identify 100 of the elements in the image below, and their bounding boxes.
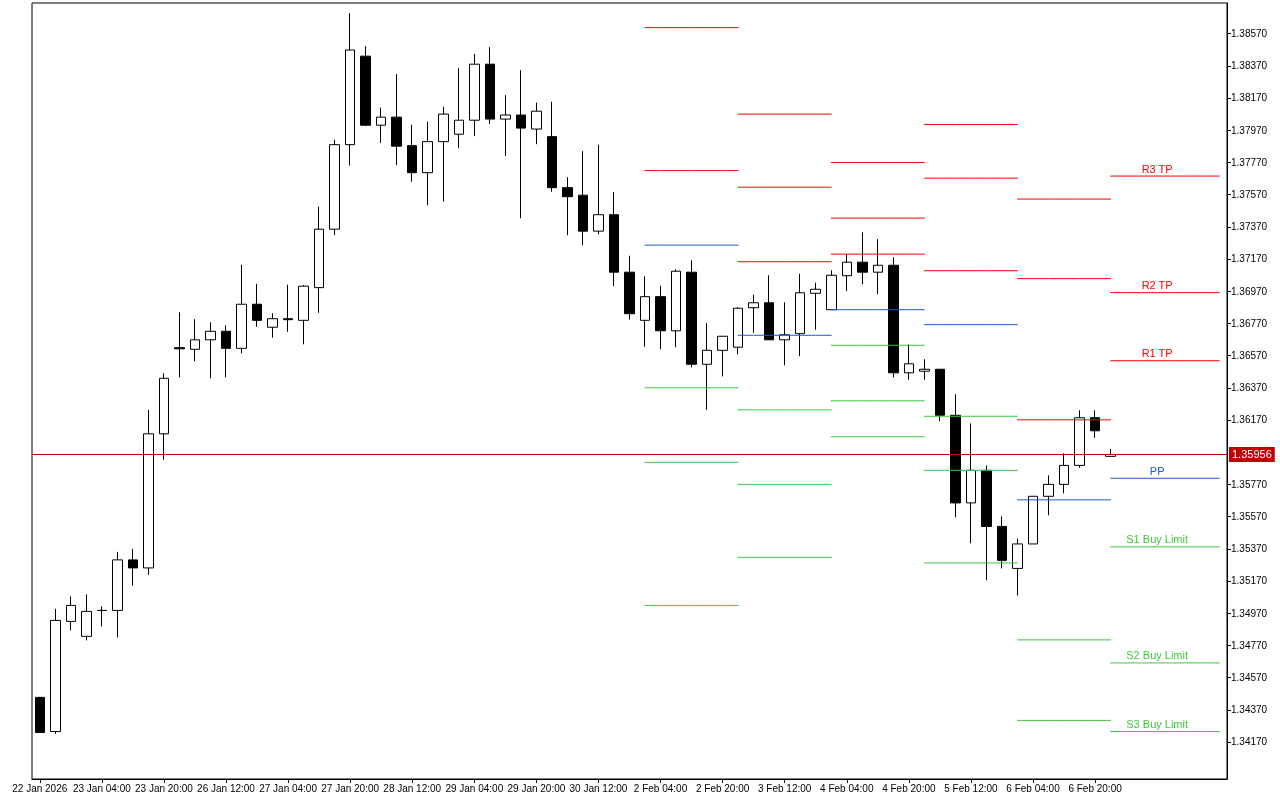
x-tick-label: 29 Jan 04:00 [445,782,504,794]
y-tick-label: 1.37970 [1231,124,1268,136]
ref-line-label: 1.35956 [1232,448,1272,461]
candlestick [1043,474,1054,516]
y-tick-label: 1.34570 [1231,672,1268,684]
candlestick [826,269,837,311]
y-tick-label: 1.38370 [1231,60,1268,72]
candlestick [547,101,557,193]
candlestick [593,144,604,235]
x-tick-label: 4 Feb 04:00 [820,782,874,794]
x-tick-label: 6 Feb 04:00 [1006,782,1061,794]
candlestick [391,73,402,166]
y-tick-label: 1.35170 [1231,575,1268,587]
candlestick [702,322,712,411]
candlestick [329,139,340,236]
candlestick [205,321,216,379]
candlestick [842,253,852,292]
x-tick-label: 2 Feb 04:00 [633,782,688,794]
y-tick-label: 1.36170 [1231,414,1268,426]
x-tick-label: 28 Jan 12:00 [383,782,442,794]
series-label: S1 Buy Limit [1126,533,1189,546]
candlestick [298,284,309,345]
y-tick-label: 1.34370 [1231,704,1268,716]
candlestick [128,548,138,587]
series-label: S3 Buy Limit [1126,718,1189,731]
candlestick [267,312,278,339]
candlestick [795,273,805,357]
candlestick [686,259,697,368]
x-tick-label: 5 Feb 12:00 [944,782,999,794]
candlestick [531,102,542,145]
candlestick [748,294,759,334]
candlestick [624,255,635,321]
candlestick [655,285,666,350]
x-tick-label: 2 Feb 20:00 [695,782,750,794]
candlestick [66,595,76,631]
series-label: R2 TP [1141,279,1173,292]
series-label: R3 TP [1141,162,1173,175]
y-tick-label: 1.36370 [1231,382,1268,394]
x-tick-label: 27 Jan 20:00 [321,782,380,794]
candlestick [733,306,743,355]
y-tick-label: 1.37770 [1231,156,1268,168]
candlestick [1090,409,1100,439]
candlestick [981,464,992,581]
candlestick [485,46,495,125]
candlestick [516,69,526,219]
candlestick [779,301,790,366]
candlestick [500,94,511,157]
candlestick [764,274,774,341]
candlestick [640,275,650,348]
candlestick [81,593,92,641]
y-tick-label: 1.35370 [1231,543,1268,555]
candlestick [422,121,433,206]
candlestick [97,605,107,627]
candlestick [438,106,449,203]
y-tick-label: 1.36770 [1231,317,1268,329]
x-tick-label: 4 Feb 20:00 [882,782,936,794]
candlestick [671,268,681,348]
y-tick-label: 1.38570 [1231,28,1268,40]
candlestick [919,358,930,381]
candlestick [360,45,371,127]
x-tick-label: 27 Jan 04:00 [259,782,318,794]
y-tick-label: 1.34770 [1231,639,1268,651]
candlestick [966,422,976,544]
candlestick [857,231,868,285]
y-tick-label: 1.36570 [1231,350,1268,362]
y-tick-label: 1.36970 [1231,285,1268,297]
candlestick [562,176,573,236]
candlestick [873,238,883,295]
candlestick [314,206,324,314]
y-tick-label: 1.38170 [1231,92,1268,104]
y-tick-label: 1.37570 [1231,189,1268,201]
candlestick [717,335,728,377]
y-tick-label: 1.35770 [1231,478,1268,490]
candlestick [997,515,1007,569]
candlestick [236,264,247,354]
candlestick [1059,452,1069,494]
candlestick [950,393,961,518]
y-tick-label: 1.34170 [1231,736,1268,748]
candlestick [112,551,123,638]
y-tick-label: 1.37370 [1231,221,1268,233]
series-label: PP [1149,464,1165,477]
candlestick [407,124,417,183]
y-tick-label: 1.37170 [1231,253,1268,265]
candlestick [1028,495,1038,545]
candlestick [221,324,231,378]
candlestick [578,150,588,246]
candlestick [50,608,61,735]
candlestick [35,696,45,734]
candlestick [609,191,619,287]
x-tick-label: 23 Jan 20:00 [135,782,194,794]
x-tick-label: 30 Jan 12:00 [569,782,628,794]
candlestick [1012,538,1023,596]
candlestick [469,53,480,137]
candlestick [888,256,899,378]
candlestick [904,343,914,381]
candlestick [345,12,355,167]
candlestick [376,107,386,144]
candlestick [1074,409,1085,469]
y-tick-label: 1.35570 [1231,511,1268,523]
x-tick-label: 6 Feb 20:00 [1068,782,1123,794]
